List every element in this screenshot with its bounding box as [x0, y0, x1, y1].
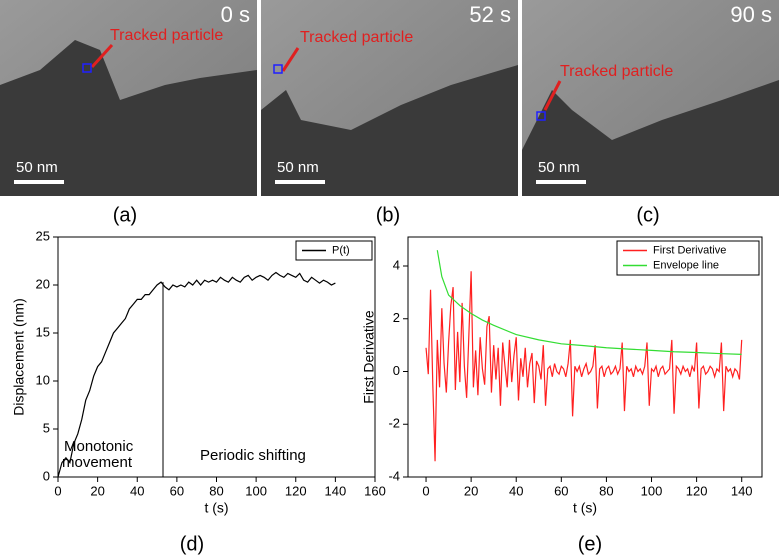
panel-label: (a): [113, 204, 137, 226]
scale-bar-label: 50 nm: [277, 159, 319, 176]
x-tick-label: 80: [599, 483, 613, 498]
y-tick-label: 15: [36, 324, 50, 339]
y-tick-label: 10: [36, 372, 50, 387]
time-label: 0 s: [221, 2, 250, 27]
tracked-box: [82, 63, 92, 73]
annotation: Tracked particle: [560, 63, 673, 80]
tracked-box: [273, 64, 283, 74]
scale-bar-label: 50 nm: [16, 159, 58, 176]
y-tick-label: 0: [393, 363, 400, 378]
arrow: [543, 80, 562, 111]
time-label: 52 s: [469, 2, 511, 27]
panel-label: (c): [636, 204, 659, 226]
x-axis-label: t (s): [204, 500, 228, 516]
micrograph-dark-region: [0, 40, 257, 196]
panel-label: (b): [376, 204, 400, 226]
annotation: Tracked particle: [300, 29, 413, 46]
micrograph: 0 s 50 nm: [0, 0, 257, 196]
plot-frame: [407, 236, 763, 478]
annotation: Periodic shifting: [200, 447, 306, 464]
tracked-box: [536, 111, 546, 121]
scale-bar-label: 50 nm: [538, 159, 580, 176]
legend-label: First Derivative: [653, 244, 726, 256]
micrograph: 52 s 50 nm: [261, 0, 518, 196]
annotation: Tracked particle: [110, 27, 223, 44]
panel-label: (e): [578, 533, 602, 555]
y-tick-label: 20: [36, 276, 50, 291]
x-tick-label: 100: [245, 483, 267, 498]
arrow: [281, 47, 300, 72]
micrograph: 90 s 50 nm: [522, 0, 779, 196]
y-tick-label: 5: [43, 420, 50, 435]
x-tick-label: 40: [509, 483, 523, 498]
y-tick-label: 2: [393, 310, 400, 325]
x-tick-label: 160: [364, 483, 386, 498]
x-tick-label: 0: [422, 483, 429, 498]
micrograph-dark-region: [261, 65, 518, 196]
scale-bar: [275, 180, 325, 184]
x-tick-label: 20: [464, 483, 478, 498]
legend-box: [295, 240, 373, 261]
x-tick-label: 140: [731, 483, 753, 498]
y-tick-label: -4: [388, 468, 400, 483]
x-tick-label: 0: [54, 483, 61, 498]
y-axis-label: First Derivative: [361, 310, 377, 404]
x-tick-label: 20: [90, 483, 104, 498]
micrograph-dark-region: [522, 80, 779, 196]
annotation: Monotonic: [64, 438, 134, 455]
x-tick-label: 60: [554, 483, 568, 498]
scale-bar: [14, 180, 64, 184]
y-tick-label: 25: [36, 228, 50, 243]
x-tick-label: 140: [325, 483, 347, 498]
data-line: [57, 271, 336, 478]
arrow: [90, 43, 114, 69]
y-axis-label: Displacement (nm): [11, 298, 27, 415]
x-tick-label: 40: [130, 483, 144, 498]
y-tick-label: 4: [393, 257, 400, 272]
legend-label: Envelope line: [653, 259, 719, 271]
data-line: [425, 271, 743, 462]
scale-bar: [536, 180, 586, 184]
legend-label: P(t): [332, 244, 350, 256]
panel-label: (d): [180, 533, 204, 555]
y-tick-label: -2: [388, 416, 400, 431]
x-axis-label: t (s): [573, 500, 597, 516]
x-tick-label: 60: [170, 483, 184, 498]
x-tick-label: 100: [641, 483, 663, 498]
legend-box: [616, 240, 760, 276]
x-tick-label: 120: [285, 483, 307, 498]
x-tick-label: 80: [209, 483, 223, 498]
time-label: 90 s: [730, 2, 772, 27]
data-line: [436, 250, 742, 355]
y-tick-label: 0: [43, 468, 50, 483]
x-tick-label: 120: [686, 483, 708, 498]
annotation: movement: [62, 454, 133, 471]
